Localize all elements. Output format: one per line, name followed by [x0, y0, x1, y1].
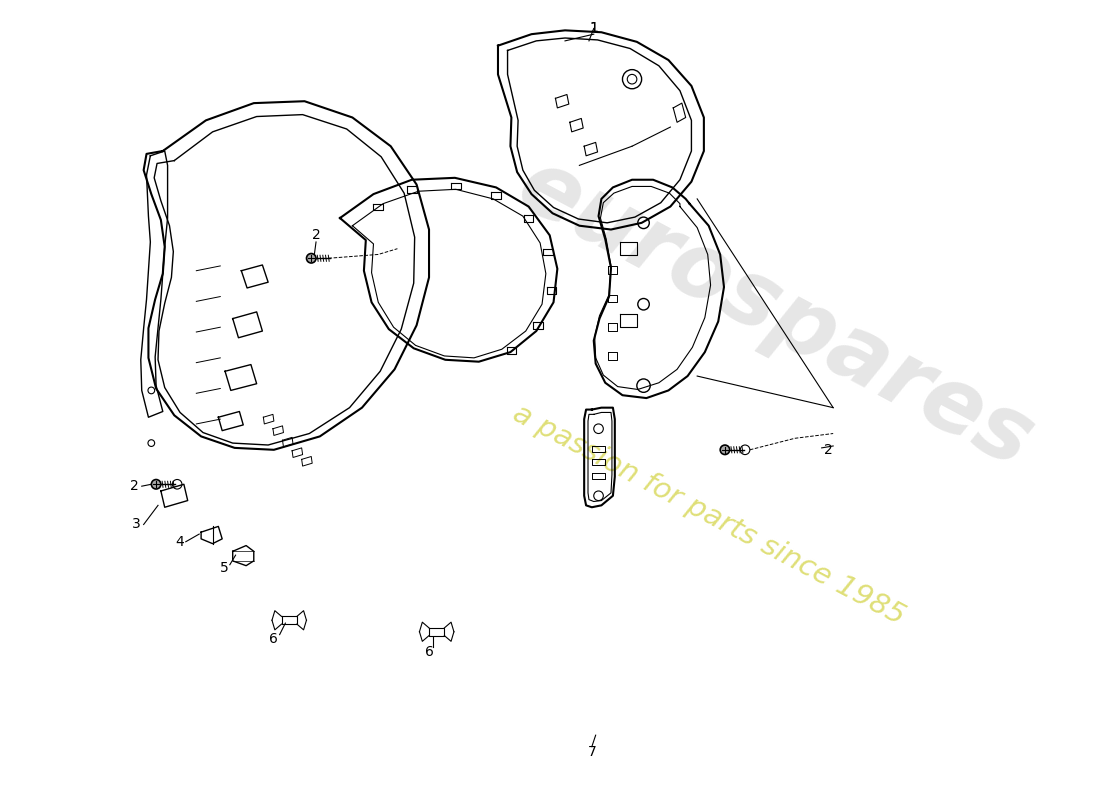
Text: eurospares: eurospares	[503, 141, 1048, 486]
Text: 1: 1	[590, 22, 598, 35]
Circle shape	[152, 479, 161, 489]
Circle shape	[307, 254, 316, 263]
Text: 4: 4	[176, 534, 185, 549]
Text: 5: 5	[220, 561, 229, 574]
Text: 7: 7	[587, 746, 596, 759]
Circle shape	[720, 445, 729, 454]
Text: 2: 2	[311, 228, 320, 242]
Text: 2: 2	[130, 479, 139, 493]
Text: 2: 2	[824, 442, 833, 457]
Text: 6: 6	[425, 645, 433, 659]
Text: 3: 3	[132, 518, 141, 531]
Text: 6: 6	[270, 633, 278, 646]
Text: a passion for parts since 1985: a passion for parts since 1985	[508, 399, 910, 630]
Text: 1: 1	[590, 22, 598, 35]
